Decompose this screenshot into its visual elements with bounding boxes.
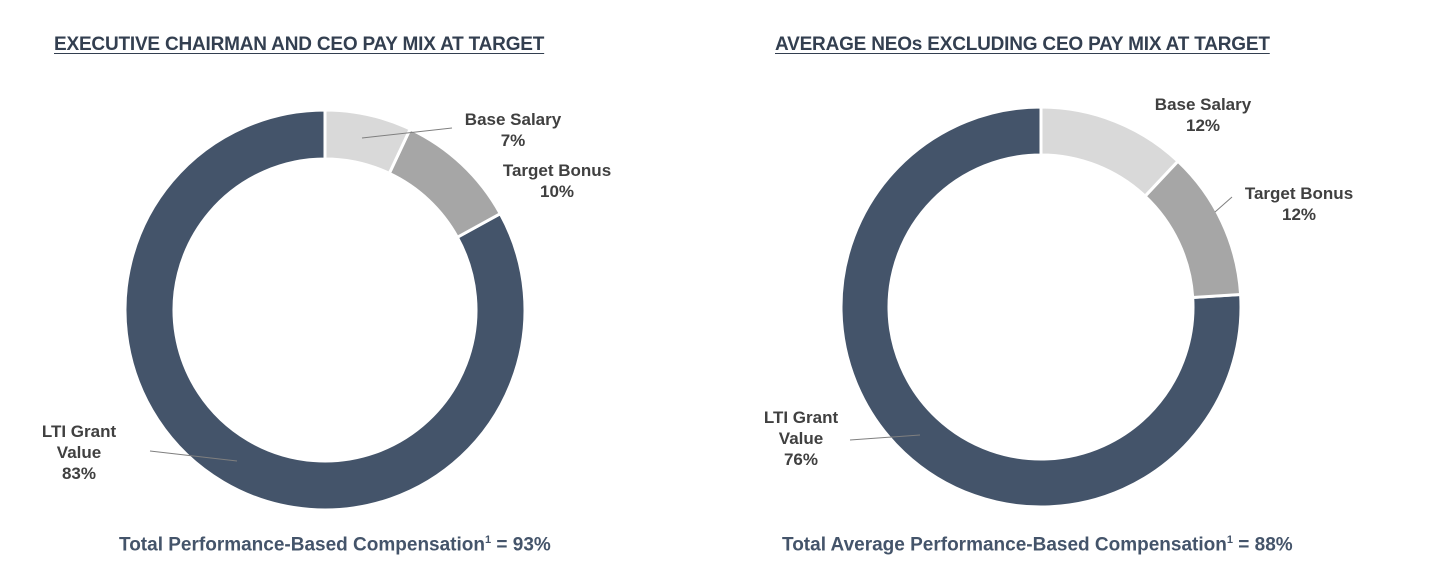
slice-label-target-bonus: Target Bonus 10% <box>502 161 612 201</box>
chart-footer: Total Performance-Based Compensation1 = … <box>119 534 551 556</box>
slice-label-lti: LTI Grant Value 83% <box>41 422 117 483</box>
donut-slice-target-bonus <box>387 127 503 240</box>
slice-label-target-bonus: Target Bonus 12% <box>1244 184 1354 224</box>
base-salary-leader-line <box>361 127 453 139</box>
slice-label-lti: LTI Grant Value 76% <box>763 408 839 469</box>
slice-label-base-salary: Base Salary 7% <box>464 110 562 150</box>
chart-title: AVERAGE NEOs EXCLUDING CEO PAY MIX AT TA… <box>775 34 1270 55</box>
chart-title: EXECUTIVE CHAIRMAN AND CEO PAY MIX AT TA… <box>54 34 545 55</box>
donut-slice-lti-grant-value <box>839 105 1243 509</box>
donut-slice-target-bonus <box>1142 159 1243 300</box>
donut-slice-base-salary <box>1039 105 1181 199</box>
donut-slice-lti-grant-value <box>123 108 527 512</box>
slice-label-base-salary: Base Salary 12% <box>1154 95 1252 135</box>
target-bonus-leader-line <box>1214 196 1233 213</box>
chart-footer: Total Average Performance-Based Compensa… <box>782 534 1293 556</box>
donut-slice-base-salary <box>323 108 413 176</box>
lti-leader-line <box>149 450 238 462</box>
lti-leader-line <box>849 434 921 441</box>
